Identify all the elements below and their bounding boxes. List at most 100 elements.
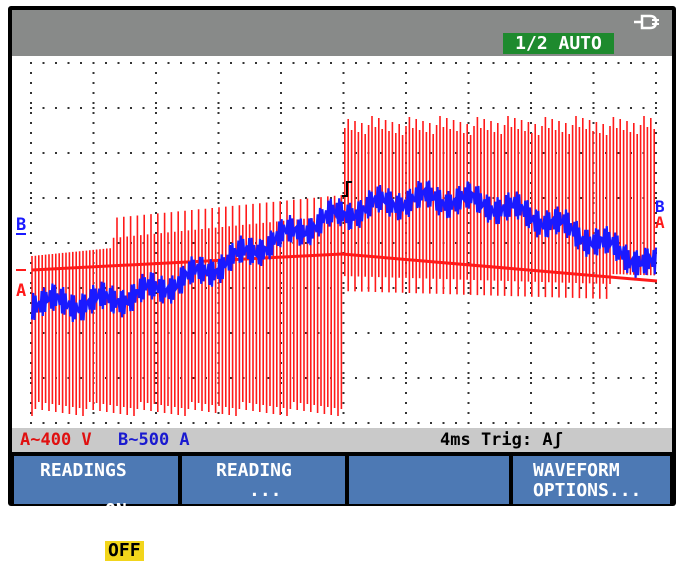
grid-dot bbox=[405, 422, 407, 424]
grid-dot bbox=[305, 377, 307, 379]
grid-dot bbox=[30, 197, 32, 199]
grid-dot bbox=[92, 82, 95, 84]
grid-dot bbox=[655, 82, 657, 84]
grid-dot bbox=[280, 62, 282, 64]
grid-dot bbox=[505, 287, 507, 289]
readings-off-option: OFF bbox=[105, 541, 144, 561]
grid-dot bbox=[567, 107, 570, 109]
grid-dot bbox=[480, 377, 482, 379]
grid-dot bbox=[342, 72, 345, 74]
grid-dot bbox=[342, 372, 345, 374]
grid-dot bbox=[367, 377, 370, 379]
grid-dot bbox=[530, 72, 532, 74]
grid-dot bbox=[405, 282, 407, 284]
grid-dot bbox=[30, 62, 32, 64]
grid-dot bbox=[55, 242, 57, 244]
grid-dot bbox=[155, 82, 157, 84]
grid-dot bbox=[92, 172, 95, 174]
waveform-options-softkey[interactable]: WAVEFORM OPTIONS... bbox=[513, 456, 670, 504]
grid-dot bbox=[642, 422, 645, 424]
grid-dot bbox=[467, 242, 470, 244]
grid-dot bbox=[105, 107, 107, 109]
grid-dot bbox=[655, 302, 657, 304]
readings-softkey[interactable]: READINGS ON OFF bbox=[14, 456, 178, 561]
grid-dot bbox=[142, 197, 145, 199]
grid-dot bbox=[492, 197, 495, 199]
softkey-bar: READINGS ON OFF READING ... WAVEFORM OPT… bbox=[12, 456, 672, 561]
grid-dot bbox=[542, 62, 545, 64]
grid-dot bbox=[242, 107, 245, 109]
grid-dot bbox=[380, 152, 382, 154]
grid-dot bbox=[617, 107, 620, 109]
trigger-edge-icon bbox=[342, 181, 352, 197]
grid-dot bbox=[217, 412, 220, 414]
grid-dot bbox=[530, 382, 532, 384]
grid-dot bbox=[267, 107, 270, 109]
grid-dot bbox=[655, 172, 657, 174]
grid-dot bbox=[267, 377, 270, 379]
grid-dot bbox=[392, 152, 395, 154]
grid-dot bbox=[30, 322, 32, 324]
grid-dot bbox=[305, 197, 307, 199]
grid-dot bbox=[305, 107, 307, 109]
grid-dot bbox=[405, 292, 407, 294]
grid-dot bbox=[67, 152, 70, 154]
grid-dot bbox=[630, 107, 632, 109]
grid-dot bbox=[92, 197, 95, 199]
grid-dot bbox=[280, 112, 282, 114]
grid-dot bbox=[580, 422, 582, 424]
grid-dot bbox=[342, 202, 345, 204]
grid-dot bbox=[30, 132, 32, 134]
grid-dot bbox=[530, 92, 532, 94]
grid-dot bbox=[142, 62, 145, 64]
grid-dot bbox=[42, 377, 45, 379]
grid-dot bbox=[355, 62, 357, 64]
grid-dot bbox=[217, 132, 220, 134]
timebase-trigger: 4ms Trig: Aʃ bbox=[440, 430, 563, 450]
grid-dot bbox=[155, 212, 157, 214]
grid-dot bbox=[92, 162, 95, 164]
grid-dot bbox=[155, 197, 157, 199]
grid-dot bbox=[580, 197, 582, 199]
grid-dot bbox=[630, 377, 632, 379]
grid-dot bbox=[555, 62, 557, 64]
grid-dot bbox=[280, 122, 282, 124]
grid-dot bbox=[542, 422, 545, 424]
grid-dot bbox=[30, 352, 32, 354]
grid-dot bbox=[380, 242, 382, 244]
grid-dot bbox=[280, 172, 282, 174]
grid-dot bbox=[492, 287, 495, 289]
grid-dot bbox=[342, 287, 345, 289]
grid-dot bbox=[655, 182, 657, 184]
grid-dot bbox=[342, 272, 345, 274]
grid-dot bbox=[317, 377, 320, 379]
reading-softkey[interactable]: READING ... bbox=[182, 456, 345, 504]
grid-dot bbox=[130, 197, 132, 199]
grid-dot bbox=[292, 152, 295, 154]
grid-dot bbox=[92, 132, 95, 134]
grid-dot bbox=[155, 377, 157, 379]
grid-dot bbox=[205, 422, 207, 424]
grid-dot bbox=[67, 107, 70, 109]
grid-dot bbox=[655, 72, 657, 74]
grid-dot bbox=[30, 232, 32, 234]
grid-dot bbox=[30, 282, 32, 284]
grid-dot bbox=[517, 107, 520, 109]
grid-dot bbox=[492, 107, 495, 109]
grid-dot bbox=[230, 62, 232, 64]
grid-dot bbox=[467, 212, 470, 214]
grid-dot bbox=[655, 232, 657, 234]
grid-dot bbox=[455, 107, 457, 109]
grid-dot bbox=[617, 152, 620, 154]
grid-dot bbox=[155, 402, 157, 404]
grid-dot bbox=[530, 82, 532, 84]
grid-dot bbox=[105, 197, 107, 199]
grid-dot bbox=[467, 372, 470, 374]
grid-dot bbox=[130, 107, 132, 109]
grid-dot bbox=[380, 377, 382, 379]
readings-on-option: ON bbox=[105, 500, 127, 521]
blank-softkey[interactable] bbox=[349, 456, 509, 504]
grid-dot bbox=[155, 192, 157, 194]
grid-dot bbox=[530, 107, 532, 109]
grid-dot bbox=[155, 222, 157, 224]
